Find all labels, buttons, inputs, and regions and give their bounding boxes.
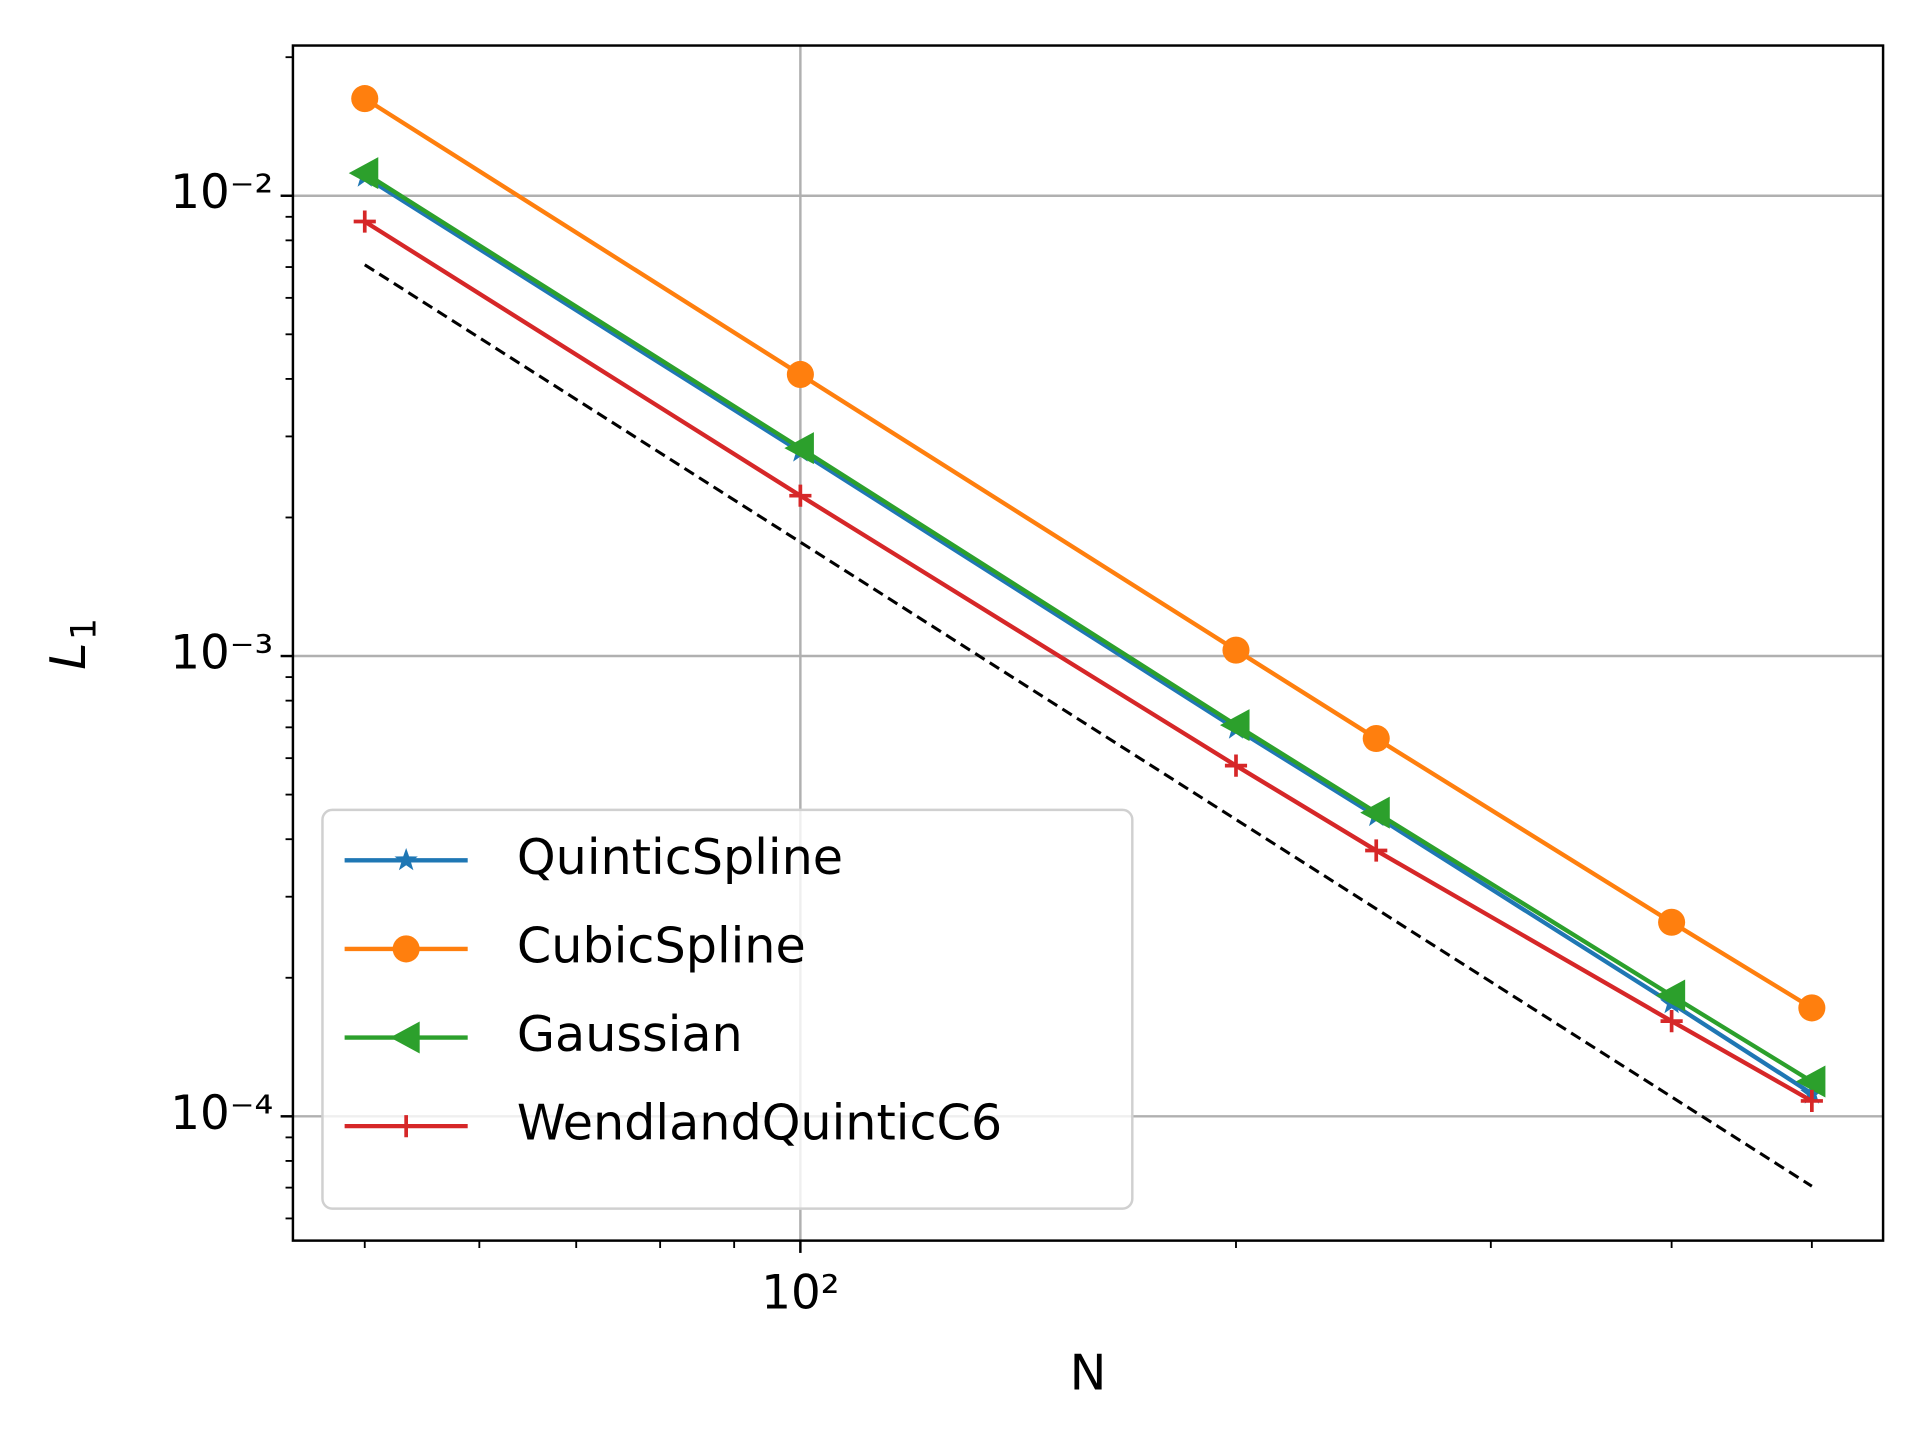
marker: [1360, 796, 1390, 829]
series-line: [363, 96, 1813, 1010]
x-axis-label: N: [1070, 1343, 1107, 1401]
marker: [394, 848, 418, 871]
marker: [1800, 1089, 1823, 1113]
marker: [390, 1021, 420, 1054]
marker: [1660, 1010, 1683, 1033]
marker: [348, 157, 379, 190]
series-line: [363, 171, 1813, 1084]
legend-label: WendlandQuinticC6: [517, 1094, 1002, 1152]
legend: QuinticSpline CubicSpline Gaussian Wendland…: [321, 808, 1134, 1210]
legend-label: QuinticSpline: [517, 828, 843, 886]
y-axis-label-sub: 1: [65, 618, 105, 640]
marker: [353, 210, 376, 233]
y-axis-label-group: L 1: [39, 618, 105, 670]
y-axis-label: L: [39, 642, 97, 669]
plot-frame: [291, 44, 1885, 1242]
marker: [392, 935, 420, 963]
legend-label: CubicSpline: [517, 916, 806, 974]
marker: [1224, 754, 1248, 777]
marker: [784, 432, 814, 465]
marker: [1655, 979, 1686, 1012]
marker: [786, 360, 814, 389]
legend-box: [321, 808, 1134, 1210]
y-tick-label: 10⁻²: [170, 166, 273, 220]
y-tick-label: 10⁻⁴: [170, 1087, 273, 1141]
marker: [1795, 1065, 1826, 1098]
series-line: [363, 219, 1813, 1103]
marker: [1658, 908, 1686, 936]
reference-line: [363, 263, 1813, 1188]
marker: [1222, 636, 1250, 664]
series-line: [363, 174, 1814, 1096]
marker: [789, 484, 812, 507]
marker: [1798, 994, 1826, 1022]
marker: [1219, 709, 1250, 742]
y-tick-label: 10⁻³: [170, 627, 273, 681]
legend-label: Gaussian: [517, 1005, 743, 1063]
marker: [1365, 839, 1388, 862]
marker: [395, 1115, 418, 1138]
x-tick-label: 10²: [761, 1266, 839, 1320]
marker: [351, 85, 379, 113]
marker: [1362, 724, 1390, 753]
